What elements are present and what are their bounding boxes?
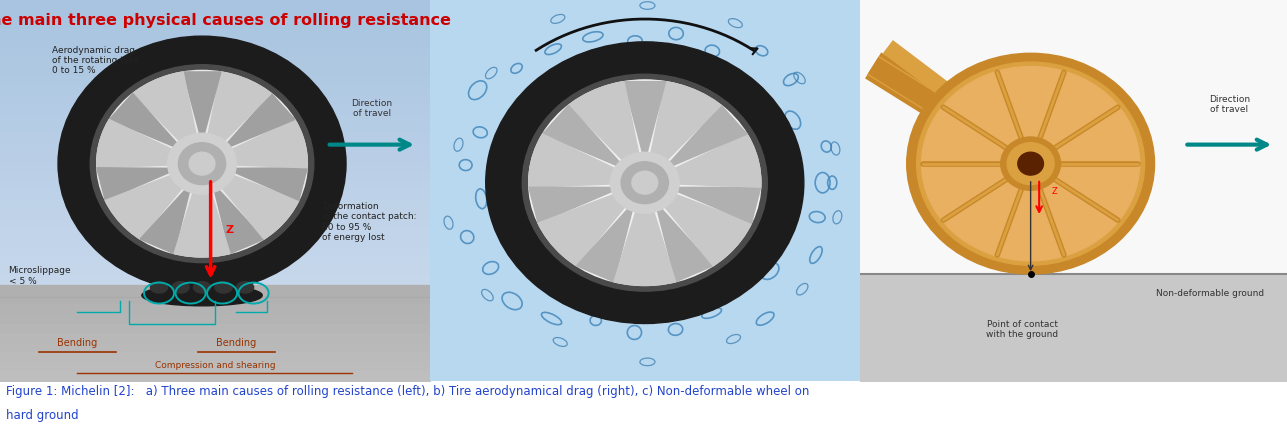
Polygon shape [669, 105, 746, 166]
Polygon shape [645, 81, 721, 183]
Polygon shape [656, 208, 713, 282]
Circle shape [90, 65, 314, 263]
Polygon shape [543, 105, 620, 166]
Ellipse shape [172, 282, 189, 293]
Ellipse shape [215, 282, 232, 293]
Ellipse shape [237, 282, 254, 293]
Polygon shape [645, 183, 752, 266]
Text: Direction
of travel: Direction of travel [1208, 95, 1250, 114]
Circle shape [58, 36, 346, 291]
Circle shape [916, 62, 1144, 265]
Polygon shape [140, 189, 189, 253]
Circle shape [485, 42, 804, 323]
Polygon shape [214, 189, 264, 253]
Polygon shape [624, 81, 665, 154]
Text: Z: Z [225, 225, 234, 235]
Circle shape [1008, 143, 1054, 185]
Text: Figure 1: Michelin [2]:   a) Three main causes of rolling resistance (left), b) : Figure 1: Michelin [2]: a) Three main ca… [6, 385, 810, 398]
Text: Point of contact
with the ground: Point of contact with the ground [986, 320, 1058, 339]
Circle shape [921, 66, 1140, 261]
Circle shape [523, 74, 767, 291]
Polygon shape [569, 81, 645, 183]
Polygon shape [183, 72, 221, 135]
Text: The main three physical causes of rolling resistance: The main three physical causes of rollin… [0, 13, 450, 28]
Circle shape [189, 152, 215, 175]
Circle shape [179, 143, 225, 185]
Text: Compression and shearing: Compression and shearing [154, 361, 275, 370]
Ellipse shape [193, 282, 211, 293]
Polygon shape [233, 168, 308, 200]
Text: Aerodynamic drag
of the rotating tyre:
0 to 15 %: Aerodynamic drag of the rotating tyre: 0… [51, 46, 140, 76]
Text: Bending: Bending [216, 337, 256, 348]
Polygon shape [174, 164, 230, 257]
Circle shape [610, 152, 680, 213]
Text: Direction
of travel: Direction of travel [351, 99, 393, 118]
Polygon shape [529, 134, 645, 187]
Polygon shape [97, 120, 202, 168]
Polygon shape [133, 72, 202, 164]
Circle shape [632, 171, 658, 194]
Polygon shape [645, 134, 761, 187]
Polygon shape [202, 164, 299, 239]
Polygon shape [202, 120, 308, 168]
Circle shape [529, 80, 761, 286]
Text: Non-deformable ground: Non-deformable ground [1156, 289, 1264, 298]
Polygon shape [538, 183, 645, 266]
Circle shape [907, 53, 1154, 274]
Text: Bending: Bending [57, 337, 98, 348]
Polygon shape [577, 208, 633, 282]
Ellipse shape [151, 282, 167, 293]
Polygon shape [529, 187, 614, 223]
Text: Deformation
in the contact patch:
80 to 95 %
of energy lost: Deformation in the contact patch: 80 to … [322, 202, 417, 242]
Text: hard ground: hard ground [6, 409, 79, 422]
Polygon shape [106, 164, 202, 239]
Polygon shape [676, 187, 761, 223]
Polygon shape [227, 93, 295, 147]
Polygon shape [202, 72, 272, 164]
Circle shape [622, 162, 668, 204]
Polygon shape [97, 168, 171, 200]
Polygon shape [614, 183, 676, 286]
Text: Z: Z [1051, 187, 1058, 196]
Circle shape [1018, 152, 1044, 175]
Circle shape [1001, 137, 1060, 190]
Circle shape [167, 133, 237, 194]
Ellipse shape [142, 285, 263, 306]
Polygon shape [109, 93, 178, 147]
Circle shape [97, 70, 308, 257]
Text: Microslippage
< 5 %: Microslippage < 5 % [9, 266, 71, 286]
